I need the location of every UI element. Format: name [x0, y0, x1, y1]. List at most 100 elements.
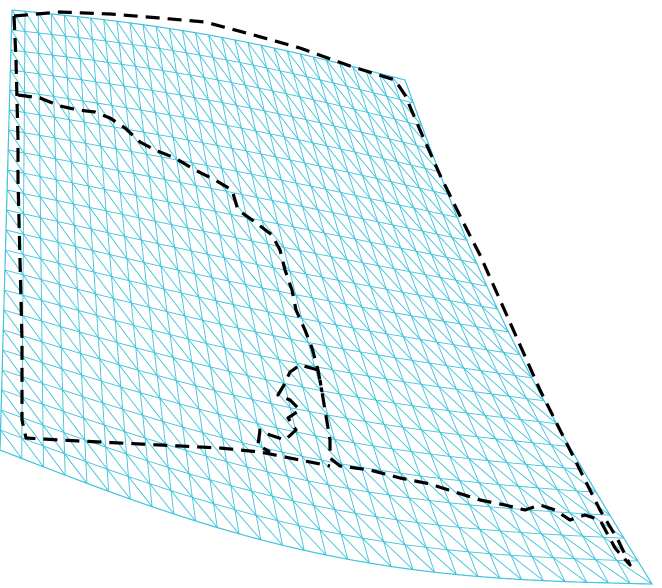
mesh-edge-horizontal [272, 199, 288, 204]
mesh-edge-diagonal [386, 333, 413, 361]
mesh-edge-horizontal [468, 458, 488, 462]
mesh-edge-diagonal [102, 402, 125, 432]
mesh-edge-horizontal [22, 355, 43, 363]
mesh-edge-vertical [302, 206, 310, 231]
mesh-edge-horizontal [430, 407, 449, 412]
mesh-edge-vertical [402, 427, 412, 452]
mesh-edge-horizontal [378, 309, 395, 314]
mesh-edge-vertical [561, 534, 575, 559]
mesh-edge-diagonal [38, 32, 53, 56]
mesh-edge-vertical [410, 164, 421, 189]
mesh-edge-horizontal [486, 349, 504, 353]
mesh-edge-diagonal [258, 87, 279, 114]
mesh-edge-horizontal [348, 488, 369, 493]
mesh-edge-vertical [134, 66, 139, 89]
mesh-edge-diagonal [408, 497, 439, 526]
mesh-edge-diagonal [419, 187, 444, 215]
mesh-boundary [0, 9, 653, 585]
mesh-edge-horizontal [403, 336, 421, 340]
mesh-edge-horizontal [24, 31, 39, 34]
mesh-edge-horizontal [416, 250, 432, 255]
mesh-edge-vertical [347, 488, 356, 514]
mesh-edge-diagonal [99, 358, 122, 388]
mesh-edge-horizontal [289, 270, 306, 275]
mesh-edge-horizontal [226, 461, 248, 468]
zigzag-inner-boundary [256, 363, 319, 454]
mesh-edge-diagonal [198, 296, 221, 325]
mesh-edge-vertical [377, 265, 387, 290]
mesh-edge-diagonal [159, 398, 184, 428]
mesh-edge-diagonal [340, 192, 364, 220]
mesh-edge-horizontal [234, 509, 257, 516]
mesh-edge-diagonal [417, 522, 448, 551]
mesh-edge-horizontal [498, 484, 519, 487]
mesh-edge-horizontal [96, 315, 116, 321]
mesh-edge-vertical [144, 438, 148, 461]
mesh-edge-vertical [480, 370, 493, 395]
mesh-edge-diagonal [39, 155, 57, 180]
mesh-edge-vertical [411, 360, 422, 385]
mesh-edge-diagonal [148, 307, 171, 335]
mesh-edge-diagonal [81, 374, 104, 404]
mesh-edge-diagonal [382, 158, 406, 186]
mesh-edge-vertical [402, 291, 412, 316]
mesh-edge-diagonal [339, 393, 366, 422]
mesh-edge-diagonal [251, 173, 273, 201]
mesh-edge-horizontal [346, 85, 361, 90]
mesh-edge-diagonal [132, 44, 150, 69]
mesh-edge-horizontal [124, 235, 142, 241]
mesh-edge-horizontal [354, 282, 371, 287]
mesh-edge-horizontal [277, 520, 299, 527]
mesh-edge-diagonal [384, 201, 408, 229]
mesh-edge-vertical [319, 530, 327, 556]
mesh-edge-horizontal [352, 327, 370, 332]
mesh-edge-vertical [105, 40, 109, 63]
mesh-edge-horizontal [147, 460, 169, 468]
mesh-edge-diagonal [289, 270, 313, 299]
mesh-edge-diagonal [163, 288, 186, 317]
mesh-edge-vertical [124, 431, 128, 455]
mesh-edge-horizontal [135, 65, 150, 69]
mesh-edge-vertical [251, 174, 258, 198]
mesh-edge-vertical [433, 191, 444, 215]
mesh-edge-horizontal [252, 399, 272, 405]
mesh-edge-vertical [115, 148, 119, 171]
mesh-edge-horizontal [122, 408, 143, 416]
mesh-edge-vertical [506, 462, 519, 487]
mesh-edge-diagonal [169, 114, 189, 141]
mesh-edge-diagonal [57, 242, 77, 269]
mesh-edge-vertical [377, 354, 387, 380]
mesh-edge-horizontal [301, 318, 319, 323]
mesh-edge-diagonal [111, 276, 132, 304]
mesh-edge-vertical [267, 311, 274, 336]
mesh-edge-horizontal [474, 391, 492, 395]
mesh-edge-horizontal [180, 94, 195, 98]
mesh-edge-diagonal [156, 375, 180, 405]
mesh-edge-horizontal [400, 247, 417, 252]
mesh-edge-diagonal [495, 438, 527, 465]
mesh-edge-diagonal [23, 172, 41, 198]
mesh-edge-diagonal [305, 273, 330, 302]
mesh-edge-horizontal [67, 77, 82, 81]
mesh-edge-horizontal [180, 181, 196, 186]
mesh-edge-vertical [340, 192, 349, 216]
mesh-edge-horizontal [463, 367, 481, 372]
mesh-edge-horizontal [520, 532, 542, 535]
mesh-edge-horizontal [477, 436, 496, 440]
mesh-edge-horizontal [230, 214, 247, 219]
mesh-edge-horizontal [191, 250, 208, 255]
mesh-edge-horizontal [7, 169, 24, 174]
mesh-edge-vertical [191, 497, 197, 522]
mesh-edge-diagonal [124, 236, 145, 263]
mesh-edge-vertical [417, 294, 428, 319]
mesh-edge-vertical [159, 398, 164, 422]
mesh-edge-diagonal [305, 119, 328, 147]
mesh-edge-diagonal [199, 54, 219, 81]
mesh-edge-horizontal [166, 92, 181, 96]
mesh-edge-vertical [408, 497, 418, 523]
mesh-edge-diagonal [22, 356, 43, 384]
mesh-edge-vertical [137, 370, 141, 393]
mesh-edge-diagonal [380, 115, 404, 143]
mesh-edge-diagonal [42, 383, 64, 412]
mesh-edge-diagonal [158, 134, 178, 161]
